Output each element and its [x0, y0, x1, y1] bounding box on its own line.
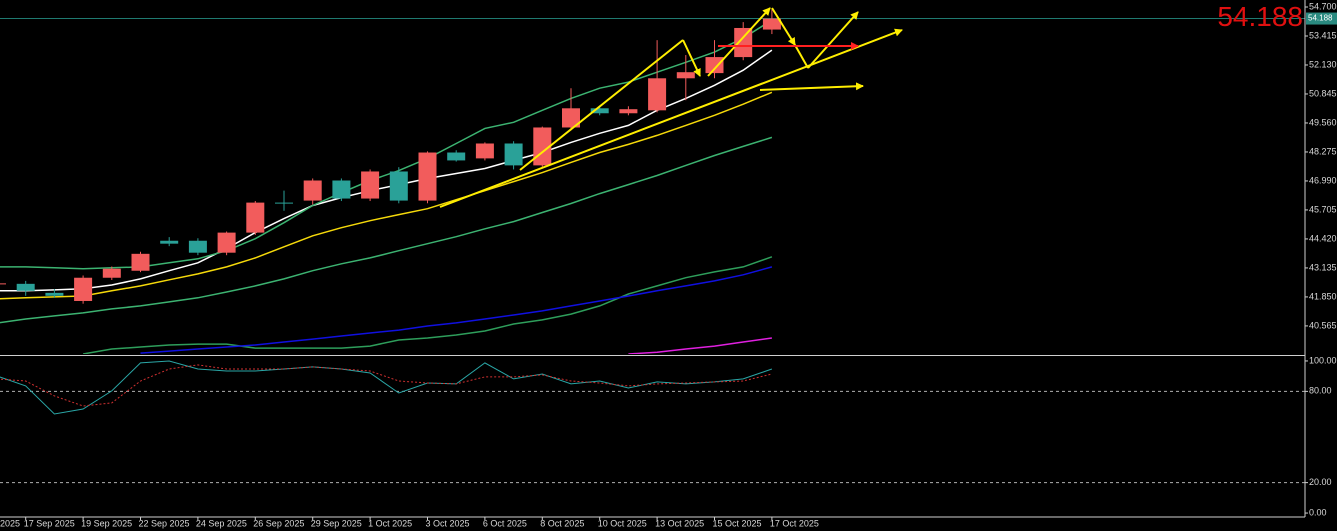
candle-body	[275, 202, 293, 204]
candle-body	[217, 232, 236, 253]
x-tick-label: 2025	[0, 518, 20, 528]
candle-body	[562, 108, 580, 128]
candle-body	[160, 240, 179, 244]
candle-body	[389, 171, 408, 201]
price-panel	[0, 9, 1305, 354]
candle-body	[303, 180, 322, 201]
x-tick-label: 17 Sep 2025	[24, 518, 75, 528]
wave-line	[794, 44, 809, 69]
wave-arrow	[682, 39, 701, 77]
x-tick-label: 19 Sep 2025	[81, 518, 132, 528]
x-tick-label: 15 Oct 2025	[713, 518, 762, 528]
wave-arrow	[771, 7, 796, 46]
indicator-line	[628, 337, 773, 354]
y-tick-label: 20.00	[1309, 477, 1332, 487]
indicator-line	[82, 256, 773, 354]
candle-body	[590, 108, 609, 114]
candle-body	[447, 152, 466, 161]
wave-arrow	[807, 11, 859, 69]
y-tick-label: 45.705	[1309, 204, 1337, 214]
x-tick-label: 29 Sep 2025	[311, 518, 362, 528]
candle-body	[676, 72, 695, 79]
y-tick-label: 41.850	[1309, 291, 1337, 301]
y-tick-label: 43.135	[1309, 262, 1337, 272]
candle-body	[246, 202, 265, 233]
candle-body	[648, 78, 667, 111]
drawings	[439, 7, 903, 208]
current-price-label: 54.188	[1217, 1, 1303, 32]
y-tick-label: 52.130	[1309, 59, 1337, 69]
candle-body	[16, 283, 35, 291]
wave-arrow	[707, 7, 771, 77]
y-tick-label: 80.00	[1309, 386, 1332, 396]
x-tick-label: 13 Oct 2025	[655, 518, 704, 528]
candle-body	[734, 27, 753, 58]
y-tick-label: 100.00	[1309, 355, 1337, 365]
y-tick-label: 40.565	[1309, 320, 1337, 330]
y-tick-label: 49.560	[1309, 117, 1337, 127]
x-tick-label: 24 Sep 2025	[196, 518, 247, 528]
candle-body	[0, 283, 6, 285]
x-tick-label: 17 Oct 2025	[770, 518, 819, 528]
trend-line	[519, 39, 684, 171]
candle-body	[188, 240, 207, 253]
indicator-line	[0, 49, 773, 292]
price-tag-label: 54.188	[1308, 14, 1333, 23]
indicator-line	[0, 91, 773, 300]
x-tick-label: 22 Sep 2025	[139, 518, 190, 528]
candle-body	[475, 143, 494, 159]
candle-body	[504, 143, 523, 166]
x-tick-label: 10 Oct 2025	[598, 518, 647, 528]
y-tick-label: 44.420	[1309, 233, 1337, 243]
axes	[0, 0, 1308, 520]
candle-body	[619, 109, 638, 114]
y-tick-label: 54.700	[1309, 1, 1337, 11]
y-tick-label: 48.275	[1309, 146, 1337, 156]
oscillator-panel	[0, 360, 1305, 484]
support-arrow	[759, 82, 864, 91]
candle-body	[74, 277, 93, 301]
x-tick-label: 6 Oct 2025	[483, 518, 527, 528]
x-tick-label: 3 Oct 2025	[426, 518, 470, 528]
indicator-line	[0, 136, 773, 324]
candle-body	[762, 18, 781, 30]
candle-body	[418, 152, 437, 201]
candle-body	[131, 253, 150, 271]
trend-arrow	[439, 28, 903, 208]
y-tick-label: 46.990	[1309, 175, 1337, 185]
candle-body	[705, 57, 724, 74]
candle-body	[332, 180, 351, 199]
indicator-line	[0, 364, 773, 407]
candle-body	[361, 171, 380, 199]
y-tick-label: 0.00	[1309, 507, 1327, 517]
candle-body	[102, 268, 121, 278]
candle-body	[45, 292, 64, 296]
y-tick-label: 50.845	[1309, 88, 1337, 98]
indicator-line	[140, 266, 773, 354]
x-tick-label: 26 Sep 2025	[253, 518, 304, 528]
price-tag	[1306, 12, 1337, 25]
indicator-line	[0, 19, 773, 270]
x-tick-label: 8 Oct 2025	[540, 518, 584, 528]
y-tick-label: 53.415	[1309, 30, 1337, 40]
x-tick-label: 1 Oct 2025	[368, 518, 412, 528]
